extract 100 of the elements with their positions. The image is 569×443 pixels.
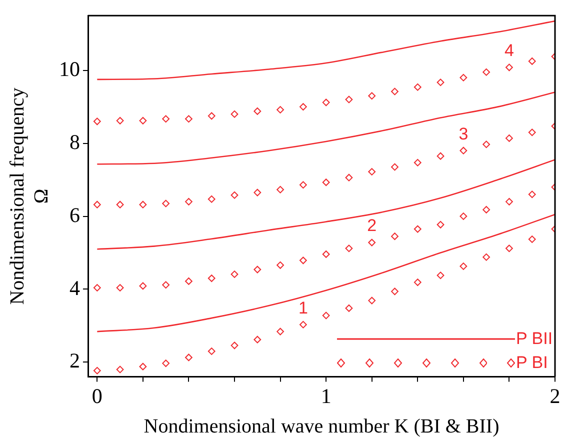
y-axis-title: Nondimensional frequency Ω bbox=[6, 88, 52, 305]
point bbox=[506, 64, 513, 72]
point bbox=[139, 282, 147, 290]
point bbox=[299, 181, 307, 189]
point bbox=[162, 115, 170, 123]
point bbox=[345, 96, 353, 104]
annotation: 1 bbox=[298, 298, 308, 318]
point bbox=[254, 188, 262, 196]
point bbox=[139, 362, 147, 370]
annotation: 3 bbox=[458, 124, 468, 144]
point bbox=[436, 220, 444, 228]
point bbox=[185, 198, 192, 206]
point bbox=[299, 320, 307, 328]
point bbox=[230, 110, 238, 118]
point bbox=[162, 200, 170, 208]
point bbox=[139, 200, 147, 208]
line-series bbox=[96, 92, 555, 165]
point bbox=[230, 270, 238, 278]
line-series bbox=[96, 214, 555, 332]
point bbox=[506, 134, 513, 142]
annotation: 4 bbox=[504, 41, 514, 60]
point bbox=[116, 366, 124, 374]
point bbox=[116, 284, 124, 292]
x-tick-label: 2 bbox=[550, 384, 560, 408]
point bbox=[345, 304, 353, 312]
point bbox=[528, 190, 536, 198]
y-tick-label: 10 bbox=[59, 56, 80, 81]
point bbox=[460, 212, 468, 220]
point bbox=[254, 107, 262, 115]
point bbox=[230, 342, 238, 350]
point bbox=[506, 198, 513, 206]
point bbox=[185, 354, 192, 362]
point bbox=[93, 200, 101, 208]
point bbox=[368, 238, 376, 246]
point bbox=[436, 78, 444, 86]
x-tick-label: 1 bbox=[320, 384, 332, 408]
point bbox=[391, 288, 398, 296]
point bbox=[162, 360, 170, 367]
point bbox=[93, 366, 101, 374]
point bbox=[139, 116, 147, 124]
point bbox=[414, 83, 422, 91]
y-tick-label: 6 bbox=[70, 202, 80, 227]
point bbox=[185, 115, 192, 123]
point bbox=[185, 278, 192, 285]
legend-label: P BI bbox=[516, 352, 548, 373]
point bbox=[482, 68, 490, 76]
x-tick-label: 0 bbox=[92, 384, 102, 408]
point bbox=[391, 88, 398, 96]
point bbox=[276, 106, 284, 114]
point bbox=[528, 236, 536, 243]
point bbox=[116, 200, 124, 208]
point bbox=[162, 281, 170, 289]
legend-label: P BII bbox=[516, 328, 553, 349]
point bbox=[299, 256, 307, 264]
point bbox=[482, 140, 490, 148]
point bbox=[436, 152, 444, 160]
point bbox=[414, 278, 422, 286]
x-axis-title: Nondimensional wave number K (BI & BII) bbox=[144, 415, 500, 438]
point bbox=[254, 336, 262, 344]
point bbox=[208, 195, 216, 203]
point bbox=[322, 250, 330, 258]
point bbox=[460, 146, 468, 154]
point bbox=[276, 328, 284, 336]
point bbox=[460, 262, 468, 270]
point bbox=[482, 206, 490, 214]
point bbox=[391, 163, 398, 171]
point bbox=[391, 232, 398, 240]
point bbox=[208, 274, 216, 282]
point bbox=[436, 272, 444, 280]
point bbox=[368, 92, 376, 100]
annotation: 2 bbox=[367, 216, 377, 236]
point bbox=[208, 112, 216, 120]
point bbox=[482, 253, 490, 261]
line-series bbox=[96, 159, 555, 250]
point bbox=[322, 178, 330, 186]
point bbox=[506, 244, 513, 252]
point bbox=[414, 158, 422, 166]
point bbox=[460, 74, 468, 82]
point bbox=[345, 244, 353, 252]
point bbox=[368, 296, 376, 304]
point bbox=[414, 225, 422, 233]
point bbox=[116, 116, 124, 124]
point bbox=[254, 266, 262, 274]
line-series bbox=[96, 20, 555, 80]
point bbox=[93, 118, 101, 126]
y-tick-label: 8 bbox=[70, 130, 80, 154]
point bbox=[299, 103, 307, 111]
point bbox=[368, 168, 376, 176]
point bbox=[230, 191, 238, 199]
point bbox=[528, 128, 536, 136]
point bbox=[93, 284, 101, 292]
point bbox=[208, 348, 216, 355]
point bbox=[276, 186, 284, 194]
point bbox=[345, 174, 353, 182]
point bbox=[322, 98, 330, 106]
point bbox=[276, 261, 284, 269]
point bbox=[322, 312, 330, 320]
point bbox=[528, 58, 536, 65]
y-tick-label: 2 bbox=[70, 348, 80, 373]
y-tick-label: 4 bbox=[70, 276, 80, 300]
